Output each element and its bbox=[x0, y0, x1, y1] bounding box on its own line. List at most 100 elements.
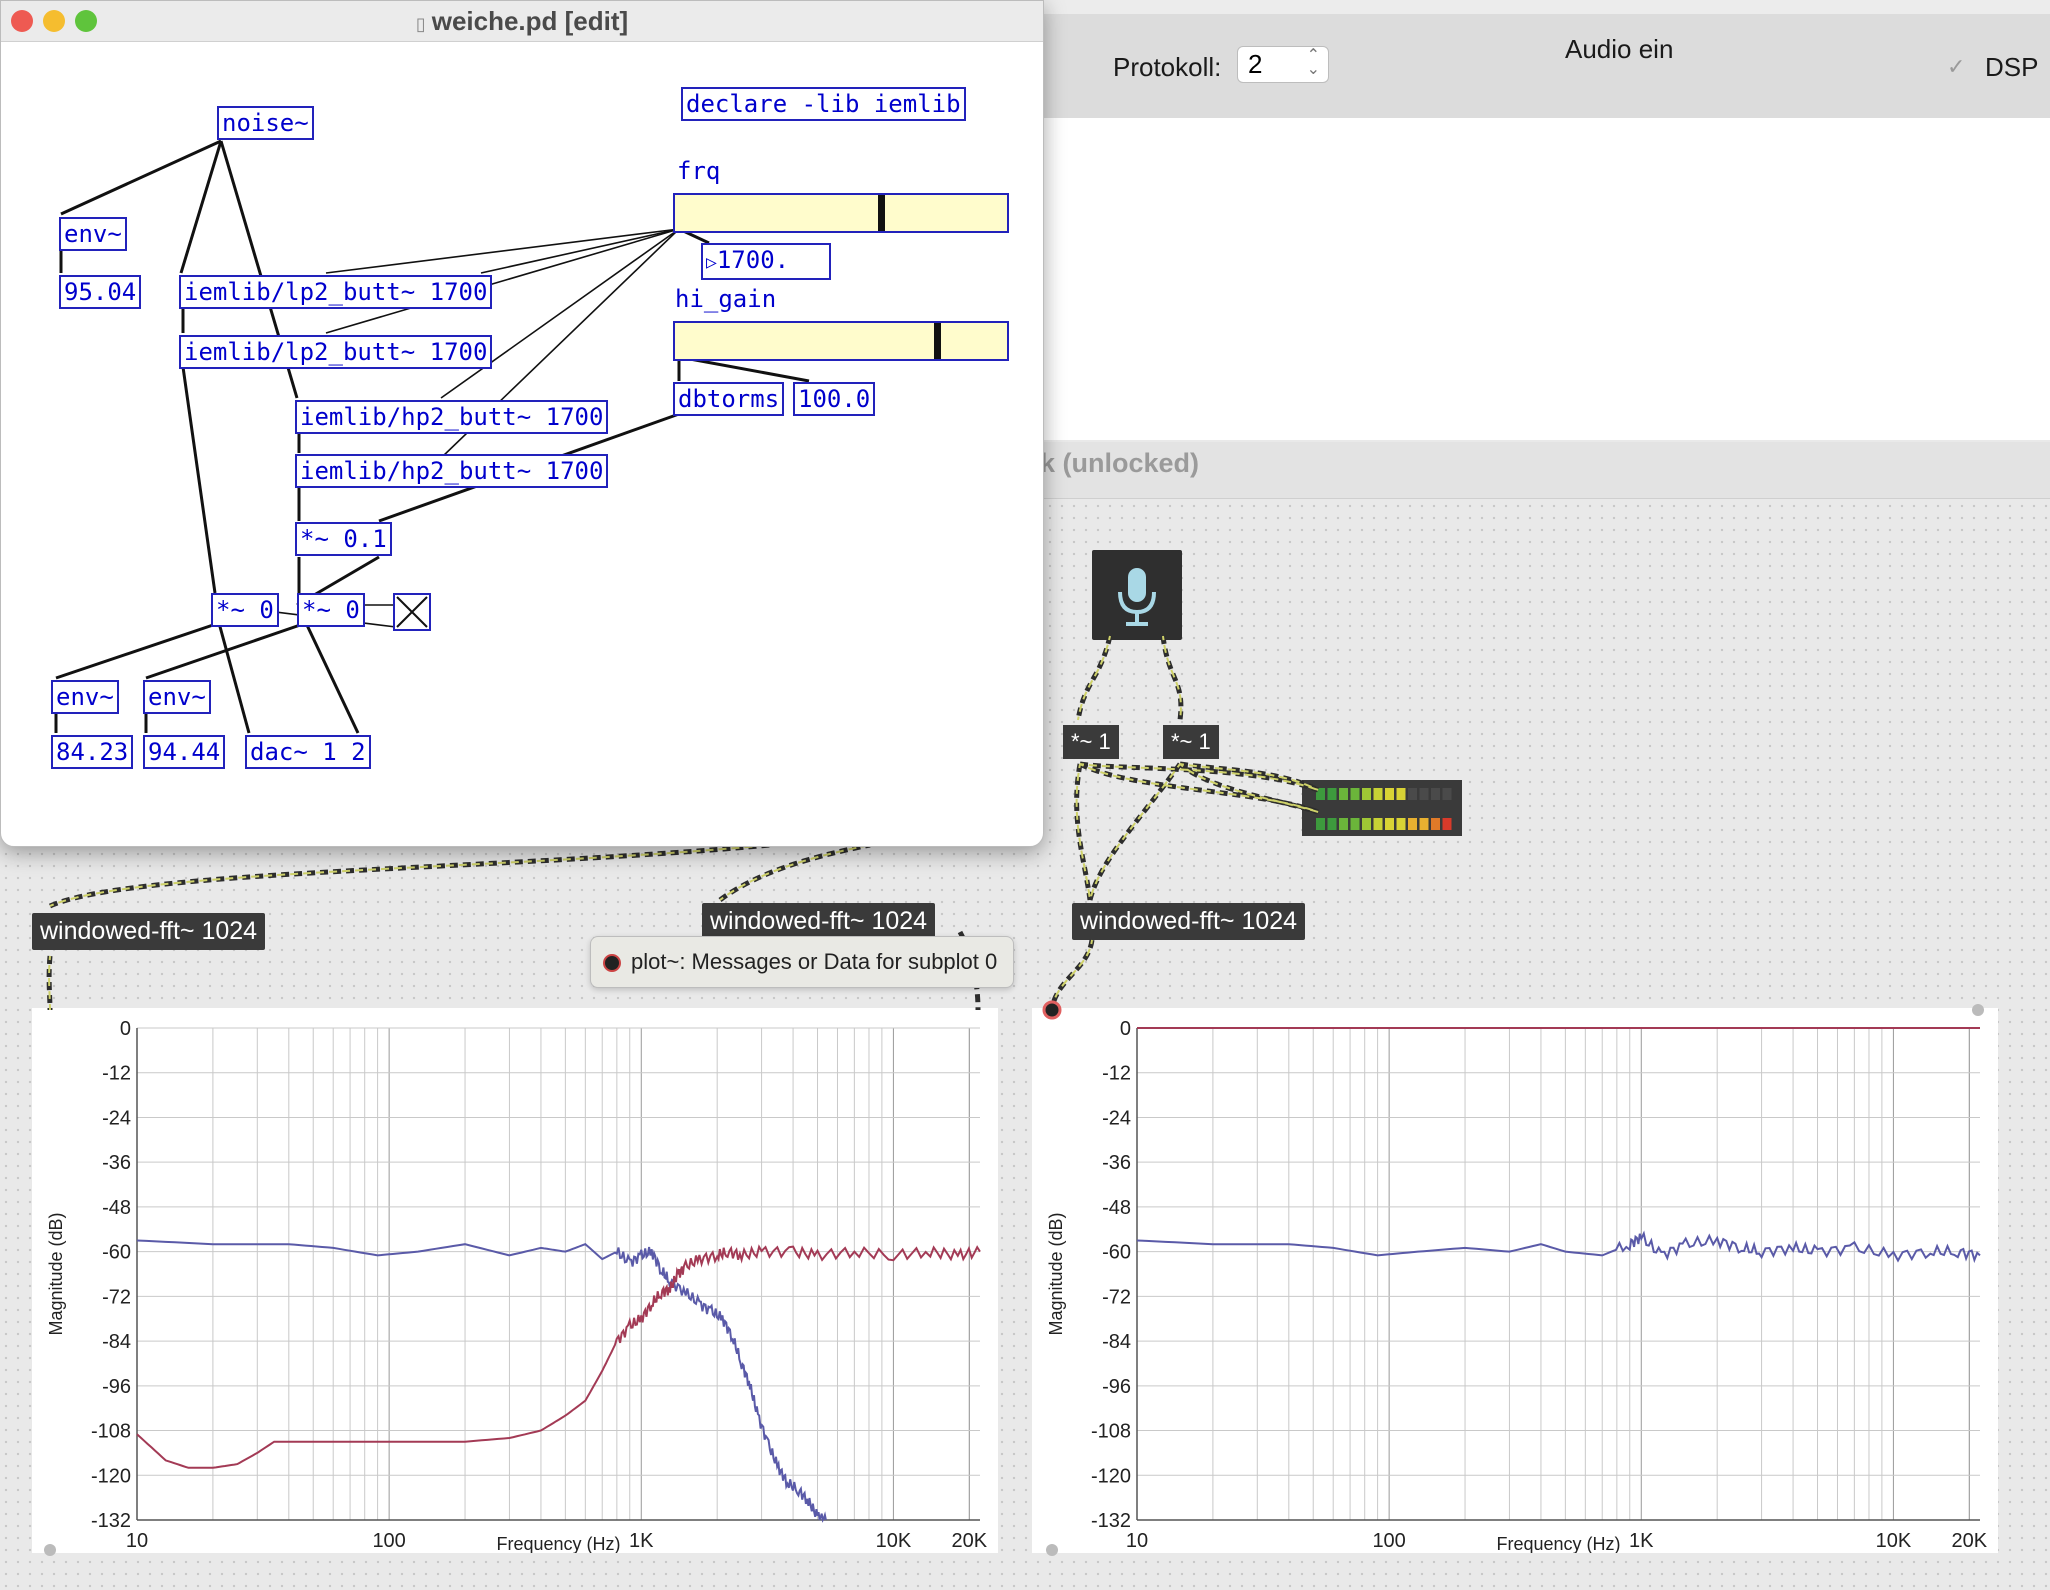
lp-object-1[interactable]: iemlib/lp2_butt~ 1700 bbox=[179, 275, 493, 309]
meter-segment bbox=[1396, 818, 1406, 830]
edit-window-title-text: weiche.pd [edit] bbox=[431, 6, 629, 36]
meter-segment bbox=[1350, 788, 1360, 800]
y-tick-label: -36 bbox=[102, 1152, 131, 1174]
dsp-checkbox[interactable]: ✓ bbox=[1947, 54, 1966, 79]
multiply-object-left[interactable]: *~ 1 bbox=[1063, 725, 1119, 759]
frq-number[interactable]: ▷1700. bbox=[701, 243, 831, 280]
microphone-icon bbox=[1118, 568, 1156, 626]
protocol-label: Protokoll: bbox=[1113, 52, 1222, 82]
env-object-3[interactable]: env~ bbox=[143, 680, 211, 714]
y-tick-label: 0 bbox=[120, 1018, 131, 1040]
y-tick-label: -60 bbox=[102, 1242, 131, 1264]
multiply-object-right[interactable]: *~ 1 bbox=[1163, 725, 1219, 759]
main-window: Protokoll: 2 ⌃ ⌄ Audio ein ✓ DSP bbox=[1040, 0, 2050, 440]
y-tick-label: -84 bbox=[102, 1331, 131, 1353]
y-tick-label: -72 bbox=[102, 1286, 131, 1308]
multiply-0-object-right[interactable]: *~ 0 bbox=[297, 593, 365, 627]
env-number-1[interactable]: 95.04 bbox=[59, 275, 142, 309]
meter-segment bbox=[1362, 818, 1371, 830]
y-tick-label: -132 bbox=[91, 1510, 131, 1532]
dsp-label: DSP bbox=[1985, 52, 2039, 82]
dbtorms-object[interactable]: dbtorms bbox=[673, 382, 785, 416]
y-axis-label: Magnitude (dB) bbox=[1046, 1212, 1066, 1335]
env-number-2[interactable]: 84.23 bbox=[51, 735, 134, 769]
plot-right[interactable]: 0 -12 -24 -36 -48 -60 -72 -84 -96 -108 -120 -132 10 1… bbox=[1032, 1008, 1998, 1554]
protocol-stepper[interactable]: 2 ⌃ ⌄ bbox=[1237, 46, 1329, 83]
hp-object-2[interactable]: iemlib/hp2_butt~ 1700 bbox=[295, 454, 609, 488]
zoom-button[interactable] bbox=[75, 10, 97, 32]
series-line bbox=[136, 1239, 827, 1523]
meter-segment bbox=[1442, 818, 1452, 830]
frq-slider-knob[interactable] bbox=[877, 195, 885, 231]
frq-slider[interactable] bbox=[673, 193, 1009, 233]
y-tick-label: -12 bbox=[1102, 1063, 1131, 1085]
toggle-x-icon bbox=[396, 596, 428, 628]
meter-segment bbox=[1442, 788, 1452, 800]
y-tick-label: -60 bbox=[1102, 1242, 1131, 1264]
meter-segment bbox=[1316, 788, 1325, 800]
close-button[interactable] bbox=[11, 10, 33, 32]
toggle-checked[interactable] bbox=[393, 593, 431, 631]
audio-on-label: Audio ein bbox=[1565, 34, 1674, 64]
fft-object-right[interactable]: windowed-fft~ 1024 bbox=[1072, 903, 1306, 940]
minimize-button[interactable] bbox=[43, 10, 65, 32]
hi-gain-slider-knob[interactable] bbox=[933, 323, 941, 359]
x-axis-label: Frequency (Hz) bbox=[496, 1534, 620, 1553]
level-meter-bars bbox=[1316, 788, 1452, 830]
multiply-0-1-object[interactable]: *~ 0.1 bbox=[295, 522, 392, 556]
meter-segment bbox=[1373, 818, 1383, 830]
dac-object[interactable]: dac~ 1 2 bbox=[245, 735, 371, 769]
tooltip-text: plot~: Messages or Data for subplot 0 bbox=[631, 949, 998, 974]
x-tick-label: 1K bbox=[629, 1530, 654, 1552]
lp-object-2[interactable]: iemlib/lp2_butt~ 1700 bbox=[179, 335, 493, 369]
y-tick-label: -48 bbox=[102, 1197, 131, 1219]
stepper-arrows-icon[interactable]: ⌃ ⌄ bbox=[1306, 47, 1320, 78]
meter-segment bbox=[1316, 818, 1325, 830]
level-meters bbox=[1302, 780, 1462, 836]
fft-object-middle[interactable]: windowed-fft~ 1024 bbox=[702, 903, 936, 940]
hi-gain-label: hi_gain bbox=[675, 285, 777, 313]
y-tick-label: -120 bbox=[91, 1465, 131, 1487]
declare-object[interactable]: declare -lib iemlib bbox=[681, 87, 966, 121]
inlet-tooltip: plot~: Messages or Data for subplot 0 bbox=[590, 936, 1015, 988]
meter-segment bbox=[1350, 818, 1360, 830]
noise-object[interactable]: noise~ bbox=[217, 106, 314, 140]
meter-segment bbox=[1419, 788, 1429, 800]
edit-window-title: ▯ weiche.pd [edit] bbox=[1, 6, 1043, 37]
y-axis-label: Magnitude (dB) bbox=[46, 1212, 66, 1335]
x-tick-label: 100 bbox=[372, 1530, 405, 1552]
env-number-3[interactable]: 94.44 bbox=[143, 735, 226, 769]
meter-segment bbox=[1327, 818, 1337, 830]
fft-object-left[interactable]: windowed-fft~ 1024 bbox=[32, 913, 266, 950]
y-tick-label: -72 bbox=[1102, 1286, 1131, 1308]
meter-segment bbox=[1362, 788, 1371, 800]
env-object-2[interactable]: env~ bbox=[51, 680, 119, 714]
hi-gain-number[interactable]: 100.0 bbox=[793, 382, 876, 416]
edit-window[interactable]: ▯ weiche.pd [edit] bbox=[0, 0, 1044, 847]
meter-segment bbox=[1339, 818, 1348, 830]
y-tick-label: -108 bbox=[91, 1421, 131, 1443]
env-object-1[interactable]: env~ bbox=[59, 217, 127, 251]
x-tick-label: 10 bbox=[126, 1530, 148, 1552]
x-tick-label: 20K bbox=[1952, 1530, 1988, 1552]
adc-object[interactable] bbox=[1092, 550, 1182, 640]
number-triangle-icon: ▷ bbox=[706, 252, 717, 273]
meter-segment bbox=[1408, 788, 1417, 800]
y-tick-label: -36 bbox=[1102, 1152, 1131, 1174]
multiply-0-object-left[interactable]: *~ 0 bbox=[211, 593, 279, 627]
patch-window-titlebar bbox=[1040, 442, 2050, 499]
series-line bbox=[136, 1244, 981, 1469]
edit-window-titlebar[interactable]: ▯ weiche.pd [edit] bbox=[1, 1, 1043, 42]
y-tick-label: -96 bbox=[102, 1376, 131, 1398]
meter-segment bbox=[1385, 788, 1394, 800]
meter-segment bbox=[1408, 818, 1417, 830]
hi-gain-slider[interactable] bbox=[673, 321, 1009, 361]
plot-left[interactable]: 0 -12 -24 -36 -48 -60 -72 -84 -96 -108 -120 -132 10 1… bbox=[32, 1008, 998, 1554]
y-tick-label: -12 bbox=[102, 1063, 131, 1085]
meter-segment bbox=[1385, 818, 1394, 830]
hp-object-1[interactable]: iemlib/hp2_butt~ 1700 bbox=[295, 400, 609, 434]
y-tick-label: -120 bbox=[1091, 1465, 1131, 1487]
x-tick-label: 10K bbox=[1876, 1530, 1912, 1552]
document-icon: ▯ bbox=[415, 14, 426, 34]
